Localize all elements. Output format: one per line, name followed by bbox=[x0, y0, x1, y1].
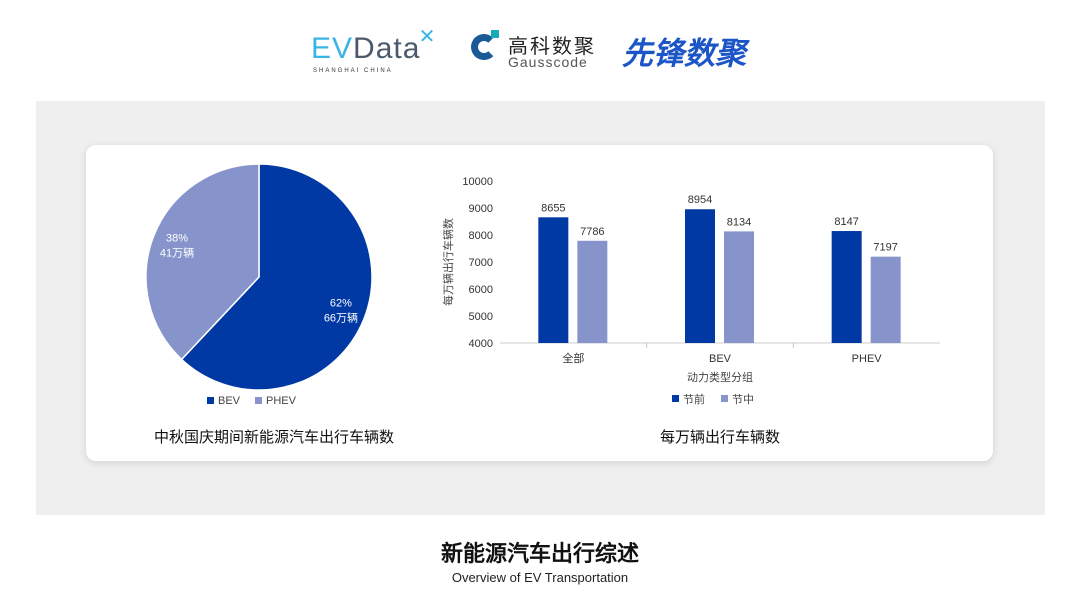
bar-legend-label: 节前 bbox=[683, 392, 705, 406]
y-tick-label: 6000 bbox=[469, 284, 493, 296]
pie-slice-phev bbox=[145, 163, 260, 361]
y-tick-label: 4000 bbox=[469, 338, 493, 350]
bar-节前 bbox=[685, 209, 715, 343]
pie-legend-label: BEV bbox=[218, 395, 241, 407]
pie-legend-swatch bbox=[207, 397, 214, 404]
y-axis-title: 每万辆出行车辆数 bbox=[441, 218, 455, 306]
pie-label-value: 41万辆 bbox=[160, 246, 194, 260]
y-tick-label: 5000 bbox=[469, 311, 493, 323]
bar-data-label: 8147 bbox=[834, 216, 858, 228]
bar-title: 每万辆出行车辆数 bbox=[660, 429, 780, 446]
x-tick-label: PHEV bbox=[852, 353, 883, 365]
bar-data-label: 8134 bbox=[727, 216, 751, 228]
pie-label-percent: 62% bbox=[330, 297, 352, 309]
bar-节中 bbox=[870, 256, 901, 343]
gausscode-cn: 高科数聚 bbox=[508, 36, 596, 58]
pie-slice-bev bbox=[180, 163, 373, 391]
bar-legend-swatch bbox=[672, 395, 679, 402]
bar-节中 bbox=[724, 231, 754, 343]
xianfeng-logo: 先锋数聚 bbox=[622, 36, 746, 71]
gausscode-logo-square bbox=[491, 30, 499, 38]
x-tick-label: 全部 bbox=[562, 351, 584, 365]
bar-节前 bbox=[831, 231, 862, 343]
y-tick-label: 9000 bbox=[469, 203, 493, 215]
bar-data-label: 8954 bbox=[688, 194, 712, 206]
x-tick-label: BEV bbox=[709, 353, 732, 365]
footer-title: 新能源汽车出行综述 bbox=[440, 541, 639, 566]
logo-bar: EVData ✕ SHANGHAI CHINA 高科数聚 Gausscode 先锋… bbox=[0, 24, 1080, 74]
y-tick-label: 10000 bbox=[462, 176, 493, 188]
pie-legend-label: PHEV bbox=[266, 395, 297, 407]
footer-subtitle: Overview of EV Transportation bbox=[451, 570, 629, 585]
bar-节前 bbox=[538, 217, 569, 343]
y-tick-label: 7000 bbox=[469, 257, 493, 269]
evdata-logo: EVData ✕ bbox=[311, 26, 437, 65]
pie-title: 中秋国庆期间新能源汽车出行车辆数 bbox=[154, 429, 394, 446]
bar-data-label: 7786 bbox=[580, 226, 604, 238]
pie-label-value: 66万辆 bbox=[324, 310, 358, 324]
pie-legend-swatch bbox=[255, 397, 262, 404]
y-tick-label: 8000 bbox=[469, 230, 493, 242]
pie-label-percent: 38% bbox=[166, 233, 188, 245]
evdata-subtitle: SHANGHAI CHINA bbox=[313, 68, 393, 74]
gausscode-logo-icon bbox=[471, 34, 497, 60]
gausscode-en: Gausscode bbox=[508, 54, 588, 70]
bar-data-label: 7197 bbox=[873, 242, 897, 254]
bar-data-label: 8655 bbox=[541, 202, 565, 214]
bar-legend-swatch bbox=[721, 395, 728, 402]
x-axis-title: 动力类型分组 bbox=[687, 370, 753, 384]
bar-legend-label: 节中 bbox=[732, 393, 754, 406]
bar-节中 bbox=[577, 240, 608, 343]
